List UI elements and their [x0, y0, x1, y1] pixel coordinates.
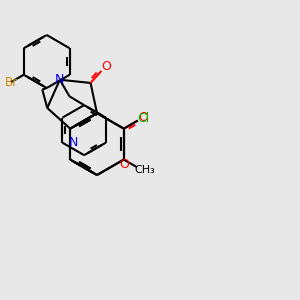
Text: N: N — [69, 136, 78, 149]
Text: O: O — [139, 111, 148, 124]
Text: Br: Br — [4, 76, 18, 89]
Text: N: N — [55, 73, 64, 86]
Text: O: O — [101, 60, 111, 73]
Text: O: O — [119, 158, 129, 171]
Text: CH₃: CH₃ — [134, 165, 155, 175]
Text: Cl: Cl — [137, 112, 149, 125]
